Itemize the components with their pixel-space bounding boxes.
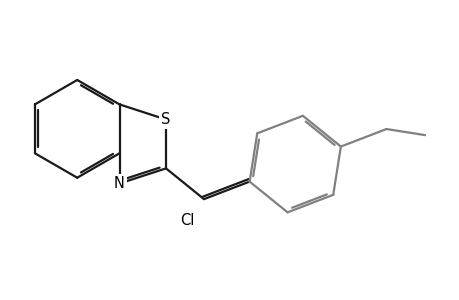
Text: Cl: Cl: [179, 212, 194, 227]
Text: S: S: [161, 112, 170, 127]
Text: N: N: [114, 176, 125, 191]
